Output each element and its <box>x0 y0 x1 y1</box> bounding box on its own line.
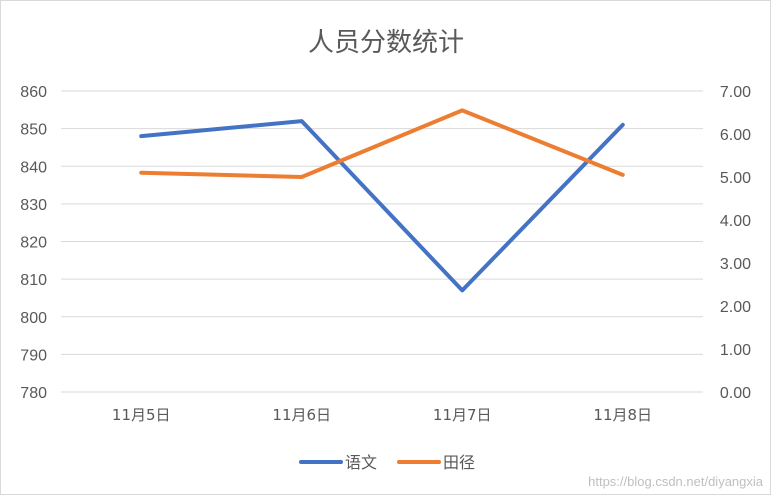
right-tick-label: 1.00 <box>720 342 751 359</box>
series-line-1 <box>139 119 625 293</box>
left-tick-label: 830 <box>20 197 47 214</box>
category-axis: 11月5日 11月6日 11月7日 11月8日 <box>112 406 652 424</box>
category-label: 11月5日 <box>112 406 171 424</box>
right-tick-label: 0.00 <box>720 385 751 402</box>
right-tick-label: 5.00 <box>720 170 751 187</box>
series-lines <box>139 108 625 293</box>
left-tick-label: 780 <box>20 385 47 402</box>
right-tick-label: 7.00 <box>720 84 751 101</box>
left-tick-label: 810 <box>20 272 47 289</box>
left-tick-label: 800 <box>20 310 47 327</box>
right-tick-label: 3.00 <box>720 256 751 273</box>
legend-label: 语文 <box>345 453 377 472</box>
legend: 语文 田径 <box>299 453 475 472</box>
left-tick-label: 790 <box>20 347 47 364</box>
series-line-2 <box>139 108 625 179</box>
left-tick-label: 860 <box>20 84 47 101</box>
left-tick-label: 850 <box>20 122 47 139</box>
right-axis-ticks: 0.00 1.00 2.00 3.00 4.00 5.00 6.00 7.00 <box>720 84 751 402</box>
category-label: 11月8日 <box>593 406 652 424</box>
category-label: 11月6日 <box>272 406 331 424</box>
legend-label: 田径 <box>443 453 475 472</box>
right-tick-label: 6.00 <box>720 127 751 144</box>
left-axis-ticks: 780 790 800 810 820 830 840 850 860 <box>20 84 47 402</box>
right-tick-label: 2.00 <box>720 299 751 316</box>
chart-title: 人员分数统计 <box>308 28 464 58</box>
left-tick-label: 840 <box>20 159 47 176</box>
watermark: https://blog.csdn.net/diyangxia <box>588 474 764 489</box>
category-label: 11月7日 <box>433 406 492 424</box>
left-tick-label: 820 <box>20 235 47 252</box>
right-tick-label: 4.00 <box>720 213 751 230</box>
